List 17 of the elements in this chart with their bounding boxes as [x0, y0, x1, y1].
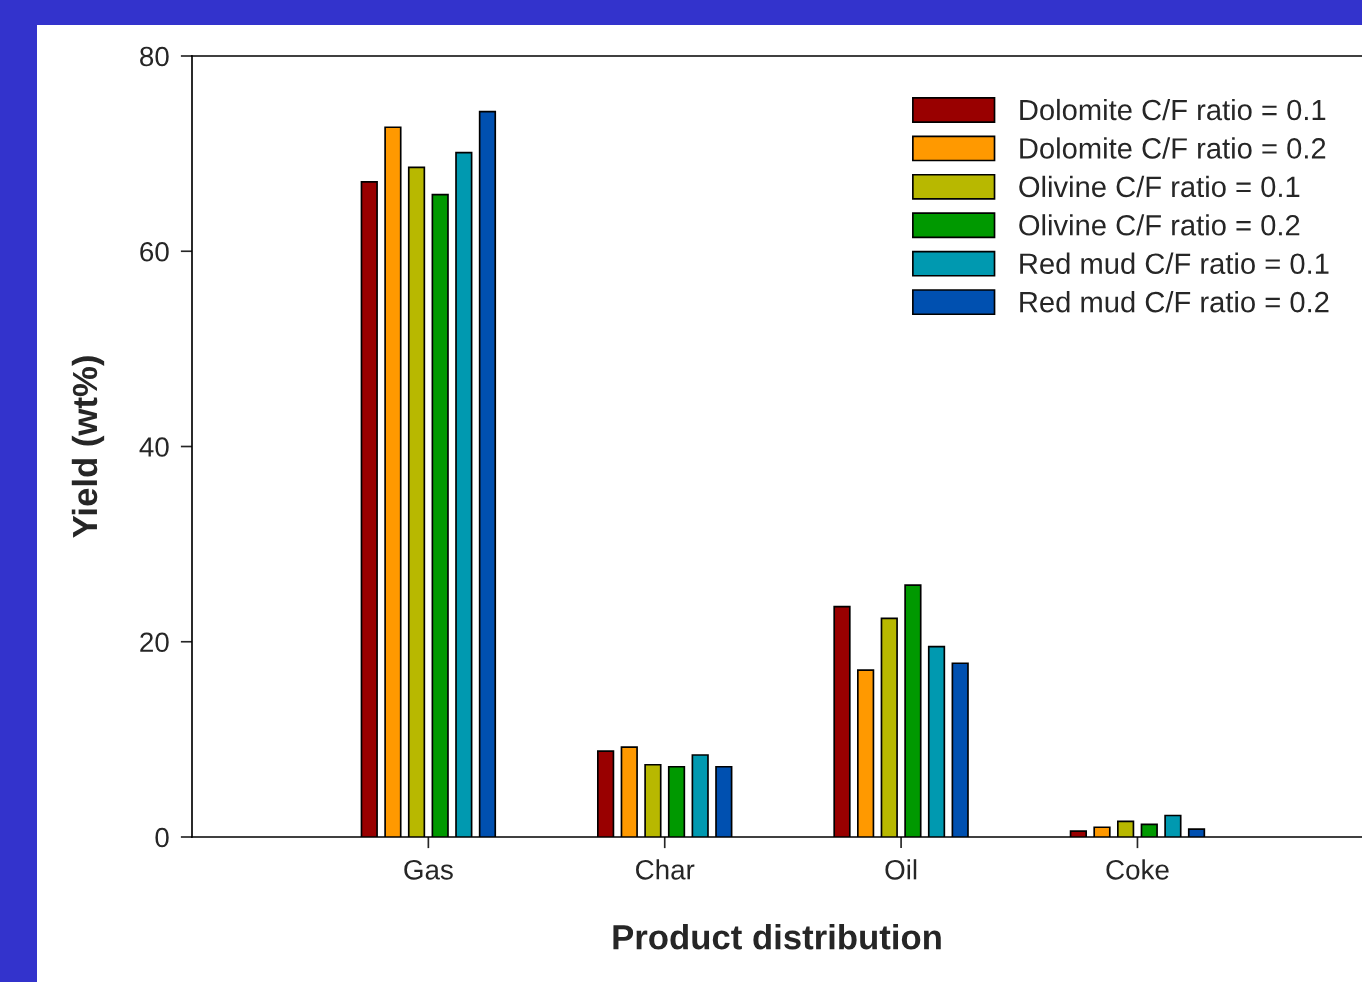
x-tick-label: Char: [636, 859, 695, 880]
y-axis-title: Yield (wt%): [71, 356, 105, 538]
legend-label: Dolomite C/F ratio = 0.1: [1020, 98, 1326, 121]
y-tick-label: 0: [155, 827, 169, 848]
y-tick-label: 40: [139, 437, 169, 457]
legend-label: Olivine C/F ratio = 0.2: [1019, 214, 1300, 236]
y-tick-label: 60: [140, 241, 169, 262]
y-tick-label: 20: [140, 632, 169, 653]
legend-label: Red mud C/F ratio = 0.1: [1020, 252, 1329, 275]
y-tick-label: 80: [140, 46, 169, 67]
legend-label: Red mud C/F ratio = 0.2: [1020, 291, 1329, 313]
legend-label: Dolomite C/F ratio = 0.2: [1020, 137, 1326, 159]
x-tick-label: Oil: [885, 859, 917, 880]
x-tick-label: Coke: [1106, 859, 1169, 880]
x-tick-label: Gas: [404, 859, 453, 880]
legend-label: Olivine C/F ratio = 0.1: [1019, 175, 1300, 198]
x-axis-title: Product distribution: [613, 924, 941, 950]
